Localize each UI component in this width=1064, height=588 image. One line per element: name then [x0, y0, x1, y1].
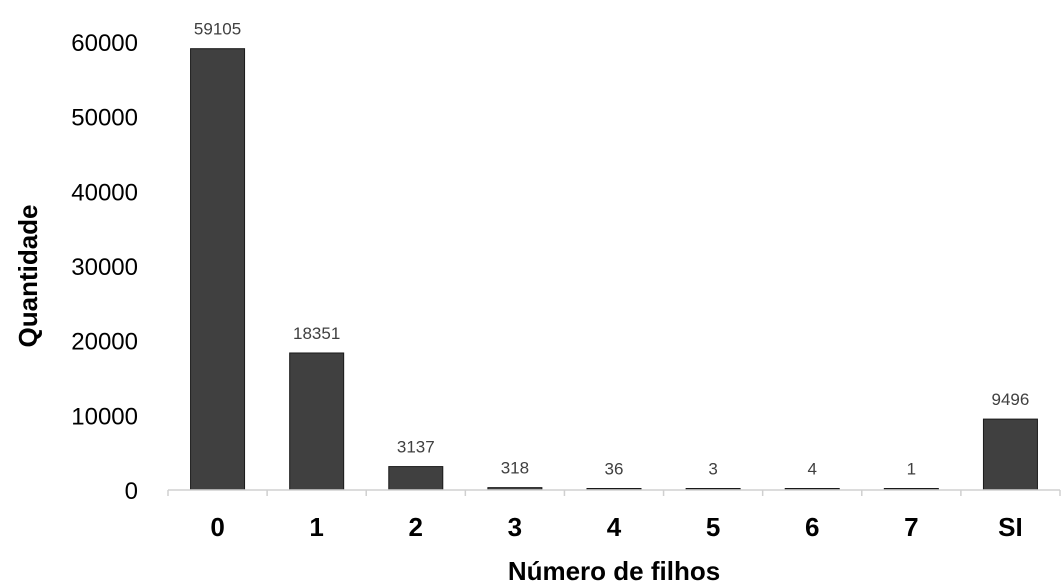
x-tick-label: 5	[706, 512, 720, 542]
bars	[190, 48, 1038, 491]
x-tick-label: 4	[607, 512, 622, 542]
y-tick-label: 40000	[71, 179, 138, 206]
x-tick-label: 0	[210, 512, 224, 542]
x-tick-label: 7	[904, 512, 918, 542]
x-tick-label: 1	[309, 512, 323, 542]
x-tick-label: 3	[508, 512, 522, 542]
data-label: 4	[807, 460, 816, 479]
x-axis-ticks	[167, 490, 1061, 496]
y-tick-label: 60000	[71, 30, 138, 57]
data-label: 18351	[293, 324, 340, 343]
x-axis-title: Número de filhos	[508, 556, 720, 586]
data-label: 3137	[397, 438, 435, 457]
data-label: 318	[501, 459, 529, 478]
data-label: 1	[907, 460, 916, 479]
data-label: 9496	[992, 390, 1030, 409]
y-axis-title: Quantidade	[13, 204, 43, 347]
bar	[388, 466, 444, 491]
data-labels: 59105 18351 3137 318 36 3 4 1 9496	[194, 20, 1029, 479]
bar	[289, 352, 345, 491]
x-tick-label: 2	[409, 512, 423, 542]
x-tick-label: 6	[805, 512, 819, 542]
y-tick-label: 50000	[71, 105, 138, 132]
data-label: 3	[708, 460, 717, 479]
y-tick-label: 0	[125, 478, 138, 505]
x-tick-label: SI	[998, 512, 1023, 542]
y-axis-ticks: 0 10000 20000 30000 40000 50000 60000	[71, 30, 138, 505]
data-label: 59105	[194, 20, 241, 39]
y-tick-label: 20000	[71, 329, 138, 356]
bar	[190, 48, 246, 491]
data-label: 36	[605, 460, 624, 479]
y-tick-label: 30000	[71, 254, 138, 281]
y-tick-label: 10000	[71, 403, 138, 430]
category-labels: 0 1 2 3 4 5 6 7 SI	[210, 512, 1022, 542]
bar	[982, 418, 1038, 491]
